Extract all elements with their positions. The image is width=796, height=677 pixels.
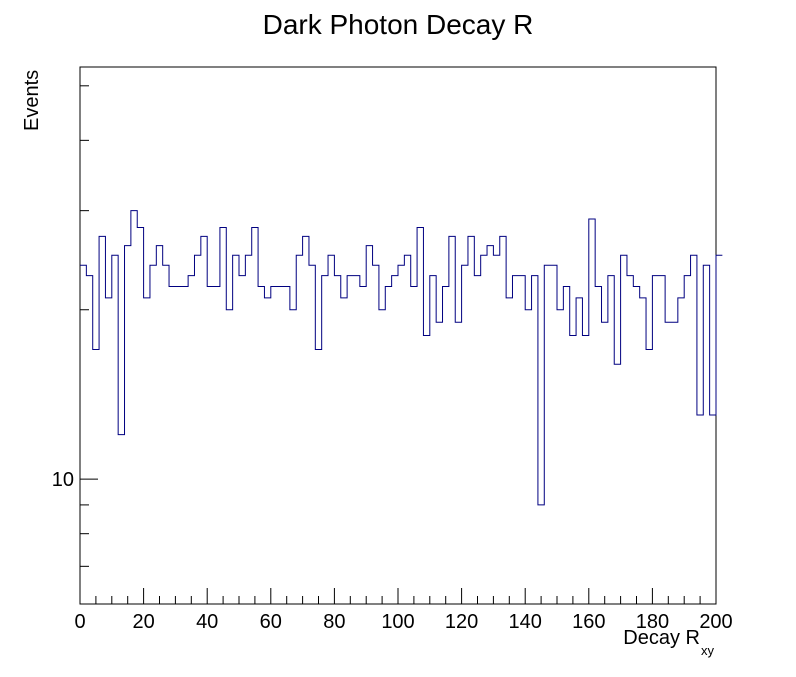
x-tick-label: 60 <box>260 611 282 633</box>
x-tick-label: 80 <box>323 611 345 633</box>
x-tick-label: 140 <box>509 611 542 633</box>
x-axis: 0 20 40 60 80 100 120 140 160 180 200 <box>74 588 733 633</box>
histogram-series-line <box>80 210 723 506</box>
x-tick-label: 120 <box>445 611 478 633</box>
x-axis-label-subscript: xy <box>701 643 715 658</box>
x-tick-label: 180 <box>636 611 669 633</box>
x-tick-label: 100 <box>381 611 414 633</box>
chart-title: Dark Photon Decay R <box>263 9 534 40</box>
x-tick-label: 20 <box>132 611 154 633</box>
y-tick-label: 10 <box>52 469 74 491</box>
x-tick-label: 160 <box>572 611 605 633</box>
y-axis: 10 <box>52 85 98 567</box>
x-tick-label: 0 <box>74 611 85 633</box>
x-tick-label: 200 <box>699 611 732 633</box>
x-axis-label-main: Decay R <box>623 627 700 649</box>
x-axis-label: Decay R <box>623 627 700 649</box>
y-axis-label: Events <box>21 70 43 131</box>
x-tick-label: 40 <box>196 611 218 633</box>
